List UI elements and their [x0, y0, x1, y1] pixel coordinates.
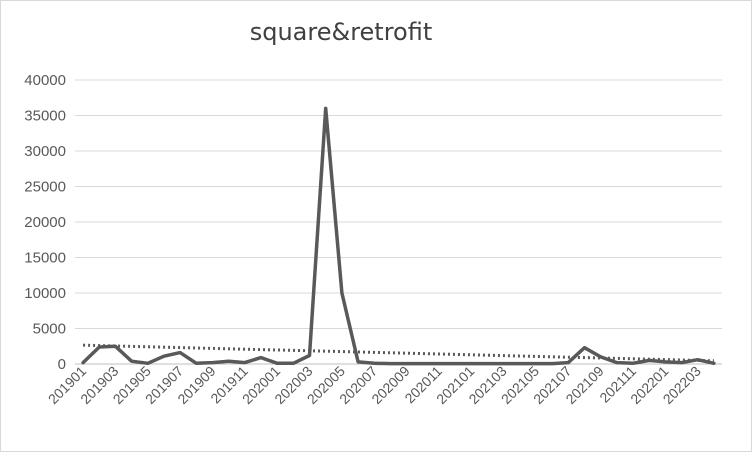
- y-tick-label: 15000: [24, 250, 66, 267]
- y-tick-label: 0: [58, 356, 66, 373]
- trendline: [83, 343, 714, 363]
- series-line: [81, 106, 716, 366]
- x-axis: 2019012019032019052019072019092019112020…: [45, 363, 704, 407]
- y-tick-label: 5000: [33, 321, 66, 338]
- y-tick-label: 30000: [24, 143, 66, 160]
- y-tick-label: 25000: [24, 179, 66, 196]
- y-tick-label: 40000: [24, 72, 66, 89]
- gridlines: [75, 79, 722, 365]
- chart-title: square&retrofit: [249, 18, 433, 46]
- series-layer: [81, 106, 716, 366]
- y-tick-label: 20000: [24, 214, 66, 231]
- y-tick-label: 10000: [24, 285, 66, 302]
- y-axis: 0 5000 10000 15000 20000 25000 30000 35000 40000: [24, 72, 66, 373]
- y-tick-label: 35000: [24, 108, 66, 125]
